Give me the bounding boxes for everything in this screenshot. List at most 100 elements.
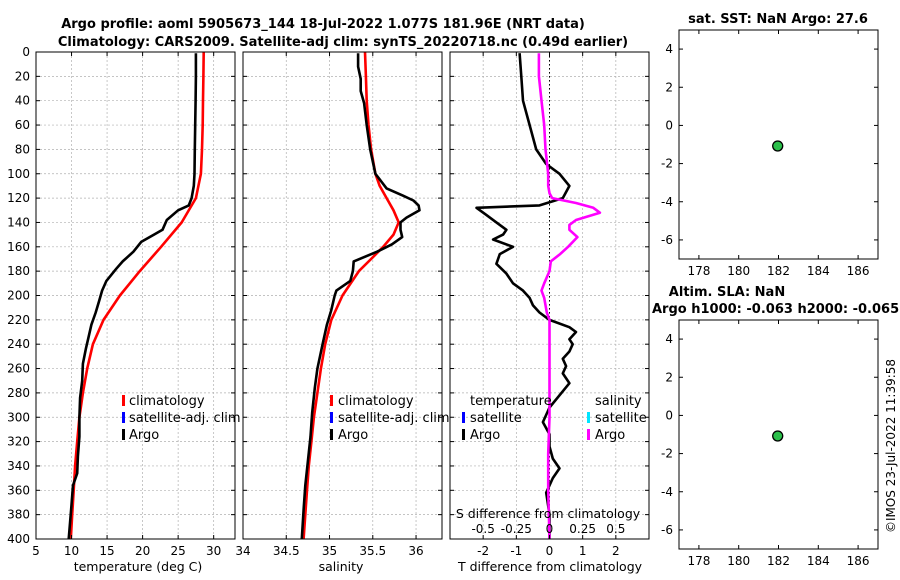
x-tick-label: 35.5 (359, 544, 386, 558)
x-tick-label: 35 (322, 544, 337, 558)
y-tick-label: 160 (7, 240, 30, 254)
temperature-grid (35, 51, 235, 540)
y-tick-label: -6 (661, 523, 673, 537)
sla-map-panel: Altim. SLA: NaN Argo h1000: -0.063 h2000… (652, 285, 899, 568)
y-tick-label: 80 (15, 142, 30, 156)
sst-map-points (772, 140, 784, 152)
y-tick-label: 140 (7, 215, 30, 229)
y-tick-label: 200 (7, 289, 30, 303)
y-tick-label: 300 (7, 410, 30, 424)
y-tick-label: 180 (7, 264, 30, 278)
difference-xlabel: T difference from climatology (457, 559, 643, 574)
x-tick-label: 25 (171, 544, 186, 558)
sst-map-title: sat. SST: NaN Argo: 27.6 (688, 12, 868, 27)
temperature-xlabel: temperature (deg C) (74, 559, 203, 574)
x-tick-label: 20 (135, 544, 150, 558)
argo-position-marker (772, 140, 784, 152)
difference-legend: temperature satellite Argo salinity sate… (462, 394, 647, 443)
y-tick-label: 4 (665, 42, 673, 56)
x-tick-label: -2 (477, 544, 489, 558)
legend-swatch-argo (122, 429, 125, 440)
salinity-ticks: 34 34.5 35 35.5 36 (235, 51, 442, 558)
y-tick-label: -2 (661, 447, 673, 461)
y-tick-label: 0 (22, 45, 30, 59)
series-line-climatology (69, 51, 205, 540)
top-tick-label: 0 (546, 522, 554, 536)
y-tick-label: -2 (661, 157, 673, 171)
salinity-xlabel: salinity (319, 559, 364, 574)
top-tick-label: -0.25 (501, 522, 532, 536)
top-tick-label: 0.5 (606, 522, 625, 536)
y-tick-label: -6 (661, 233, 673, 247)
y-tick-label: 100 (7, 167, 30, 181)
legend-swatch-t-argo (462, 429, 465, 440)
y-tick-label: 220 (7, 313, 30, 327)
difference-top-ticks: -0.5 -0.25 0 0.25 0.5 (471, 522, 625, 536)
y-tick-label: 40 (15, 94, 30, 108)
figure-title-line2: Climatology: CARS2009. Satellite-adj cli… (58, 35, 628, 50)
x-tick-label: 36 (408, 544, 423, 558)
legend-swatch-satellite (122, 412, 125, 423)
x-tick-label: 180 (727, 264, 750, 278)
y-tick-label: 0 (665, 118, 673, 132)
x-tick-label: 180 (727, 554, 750, 568)
x-tick-label: 30 (206, 544, 221, 558)
y-tick-label: 280 (7, 386, 30, 400)
y-tick-label: -4 (661, 485, 673, 499)
legend-swatch-satellite (330, 412, 333, 423)
sst-map-ticks: 178 180 182 184 186 4 2 0 -2 -4 -6 (661, 30, 878, 278)
x-tick-label: 182 (767, 264, 790, 278)
legend-label-t-satellite: satellite (470, 411, 522, 426)
x-tick-label: 186 (847, 554, 870, 568)
legend-label-s-satellite: satellite (595, 411, 647, 426)
x-tick-label: 182 (767, 554, 790, 568)
legend-label-satellite: satellite-adj. clim (338, 411, 450, 426)
argo-position-marker (772, 430, 784, 442)
y-tick-label: 380 (7, 508, 30, 522)
x-tick-label: 178 (687, 554, 710, 568)
difference-ticks: -2 -1 0 1 2 (450, 51, 649, 558)
imos-credit: ©IMOS 23-Jul-2022 11:39:58 (884, 359, 898, 533)
x-tick-label: 184 (807, 264, 830, 278)
legend-swatch-argo (330, 429, 333, 440)
legend-swatch-s-satellite (587, 412, 590, 423)
legend-swatch-climatology (122, 395, 125, 406)
y-tick-label: 2 (665, 370, 673, 384)
y-tick-label: 400 (7, 532, 30, 546)
x-tick-label: -1 (510, 544, 522, 558)
legend-title-temperature: temperature (470, 394, 552, 409)
sla-map-subtitle: Argo h1000: -0.063 h2000: -0.065 (652, 302, 899, 317)
series-line-argo (67, 53, 198, 540)
figure-title-line1: Argo profile: aoml 5905673_144 18-Jul-20… (61, 17, 585, 32)
y-tick-label: 320 (7, 435, 30, 449)
legend-swatch-climatology (330, 395, 333, 406)
sla-map-title: Altim. SLA: NaN (669, 285, 785, 300)
sla-map-points (772, 430, 784, 442)
series-line-argo-salinity-difference (537, 53, 602, 540)
x-tick-label: 186 (847, 264, 870, 278)
temperature-ticks: 5 10 15 20 25 3002040608010012014016018020022… (7, 45, 235, 558)
salinity-grid (242, 51, 442, 540)
legend-label-argo: Argo (338, 428, 368, 443)
legend-label-satellite: satellite-adj. clim (129, 411, 241, 426)
y-tick-label: 340 (7, 459, 30, 473)
legend-label-climatology: climatology (129, 394, 205, 409)
legend-label-climatology: climatology (338, 394, 414, 409)
x-tick-label: 178 (687, 264, 710, 278)
series-line-argo (300, 53, 421, 540)
legend-title-salinity: salinity (595, 394, 642, 409)
y-tick-label: 60 (15, 118, 30, 132)
legend-label-t-argo: Argo (470, 428, 500, 443)
salinity-legend: climatology satellite-adj. clim Argo (330, 394, 450, 443)
difference-panel: -2 -1 0 1 2 S difference from climatology -0… (449, 51, 650, 574)
difference-lines (475, 52, 602, 540)
x-tick-label: 0 (546, 544, 554, 558)
series-line-argo-temperature-difference (475, 53, 578, 539)
legend-label-s-argo: Argo (595, 428, 625, 443)
y-tick-label: 120 (7, 191, 30, 205)
y-tick-label: 360 (7, 483, 30, 497)
x-tick-label: 184 (807, 554, 830, 568)
y-tick-label: 240 (7, 337, 30, 351)
y-tick-label: 20 (15, 69, 30, 83)
salinity-panel: 34 34.5 35 35.5 36 salinity climatology sate… (235, 51, 450, 574)
